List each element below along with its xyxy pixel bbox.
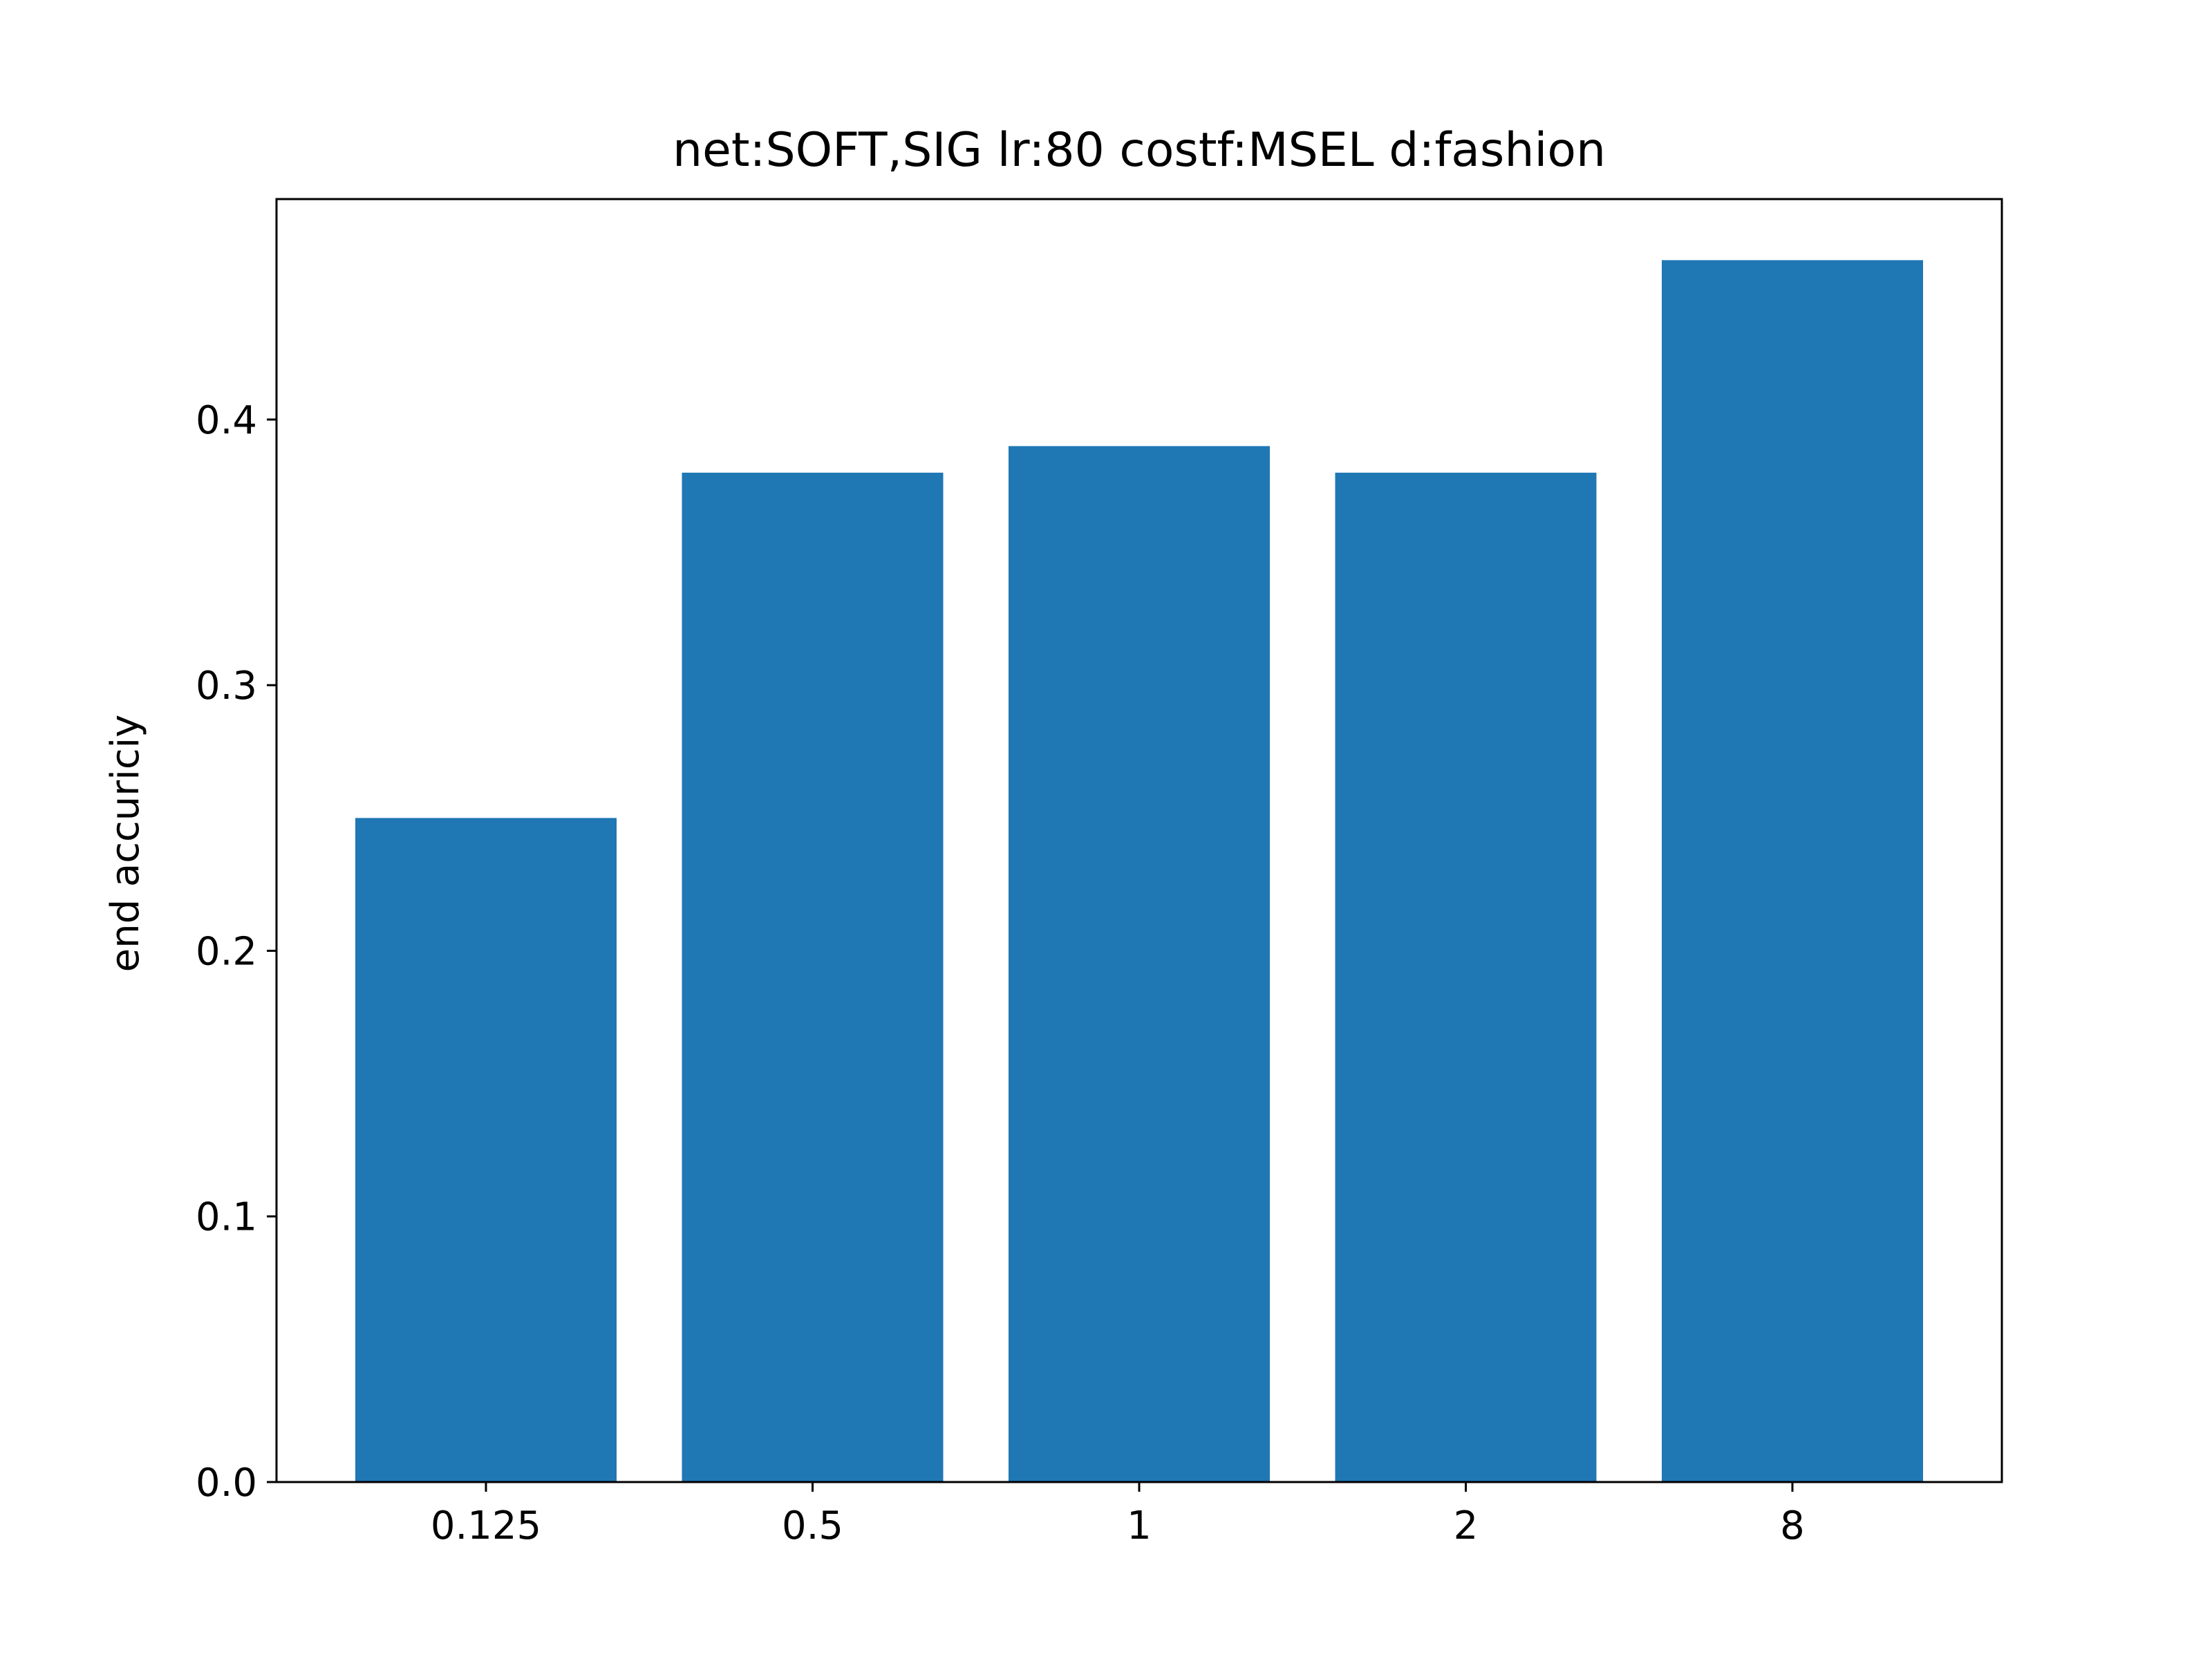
x-tick-label: 0.125	[431, 1503, 541, 1548]
chart-title: net:SOFT,SIG lr:80 costf:MSEL d:fashion	[673, 123, 1606, 178]
y-axis-label: end accuriciy	[103, 715, 148, 973]
y-tick-label: 0.0	[196, 1461, 257, 1506]
bar-0.125	[355, 818, 617, 1482]
y-tick-label: 0.4	[196, 398, 257, 443]
bar-2	[1335, 472, 1597, 1482]
x-tick-label: 0.5	[782, 1503, 843, 1548]
bars-layer	[355, 260, 1923, 1482]
x-tick-label: 1	[1127, 1503, 1152, 1548]
x-tick-label: 8	[1780, 1503, 1805, 1548]
x-tick-label: 2	[1454, 1503, 1479, 1548]
y-tick-label: 0.2	[196, 929, 257, 974]
y-tick-label: 0.1	[196, 1195, 257, 1240]
y-tick-label: 0.3	[196, 664, 257, 709]
bar-8	[1662, 260, 1923, 1482]
bar-1	[1009, 446, 1270, 1482]
plot-frame	[275, 198, 2003, 1483]
ticks-layer: 0.125 0.5 1 2 8 0.0 0.1 0.2 0.3 0.4	[196, 398, 1805, 1548]
bar-0.5	[682, 472, 944, 1482]
